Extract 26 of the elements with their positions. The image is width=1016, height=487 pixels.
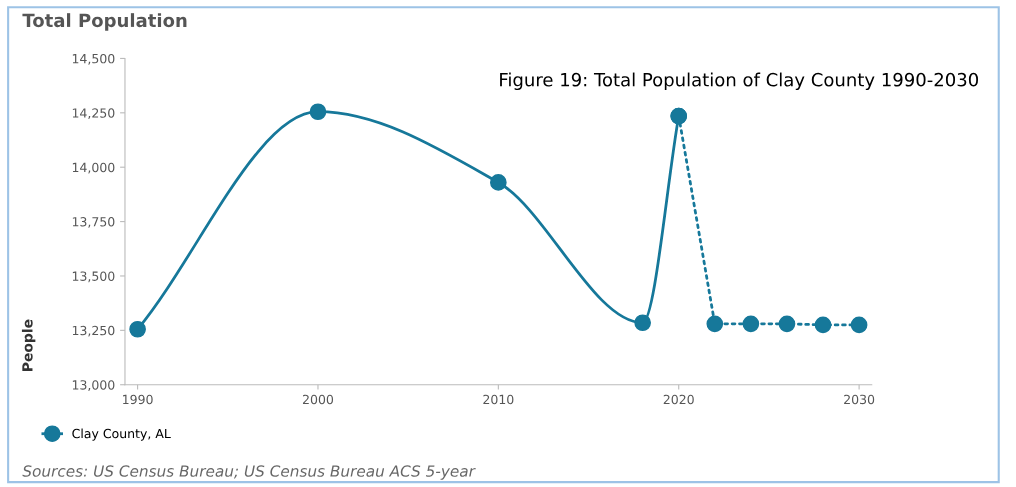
x-tick-label: 2010 xyxy=(483,394,514,405)
annotation: Figure 19: Total Population of Clay County 1990-2030 xyxy=(500,72,979,91)
point xyxy=(309,103,327,121)
y-tick-label: 13,750 xyxy=(72,217,115,228)
point xyxy=(490,174,507,191)
point xyxy=(634,314,651,332)
y-tick-label: 13,000 xyxy=(72,380,115,391)
x-tick-label: 2020 xyxy=(663,394,694,405)
point xyxy=(850,316,868,334)
point xyxy=(706,315,724,333)
point xyxy=(129,320,146,338)
y-tick-label: 14,500 xyxy=(72,53,115,65)
x-tick-label: 2000 xyxy=(302,394,334,405)
x-tick-label: 2030 xyxy=(844,394,875,405)
legend-label: Clay County, AL xyxy=(72,428,171,441)
point xyxy=(814,316,832,334)
y-tick-label: 14,000 xyxy=(72,162,115,174)
chart-title: Total Population xyxy=(22,13,187,31)
x-tick-label: 1990 xyxy=(123,394,153,405)
y-tick-label: 14,250 xyxy=(72,108,115,120)
y-tick-label: 13,500 xyxy=(72,271,115,283)
point xyxy=(778,315,796,333)
y-tick-label: 13,250 xyxy=(72,325,115,337)
y-axis-title: People xyxy=(21,319,36,371)
source-note: Sources: US Census Bureau; US Census Bureau ACS 5-year xyxy=(22,465,476,480)
point xyxy=(742,315,760,333)
